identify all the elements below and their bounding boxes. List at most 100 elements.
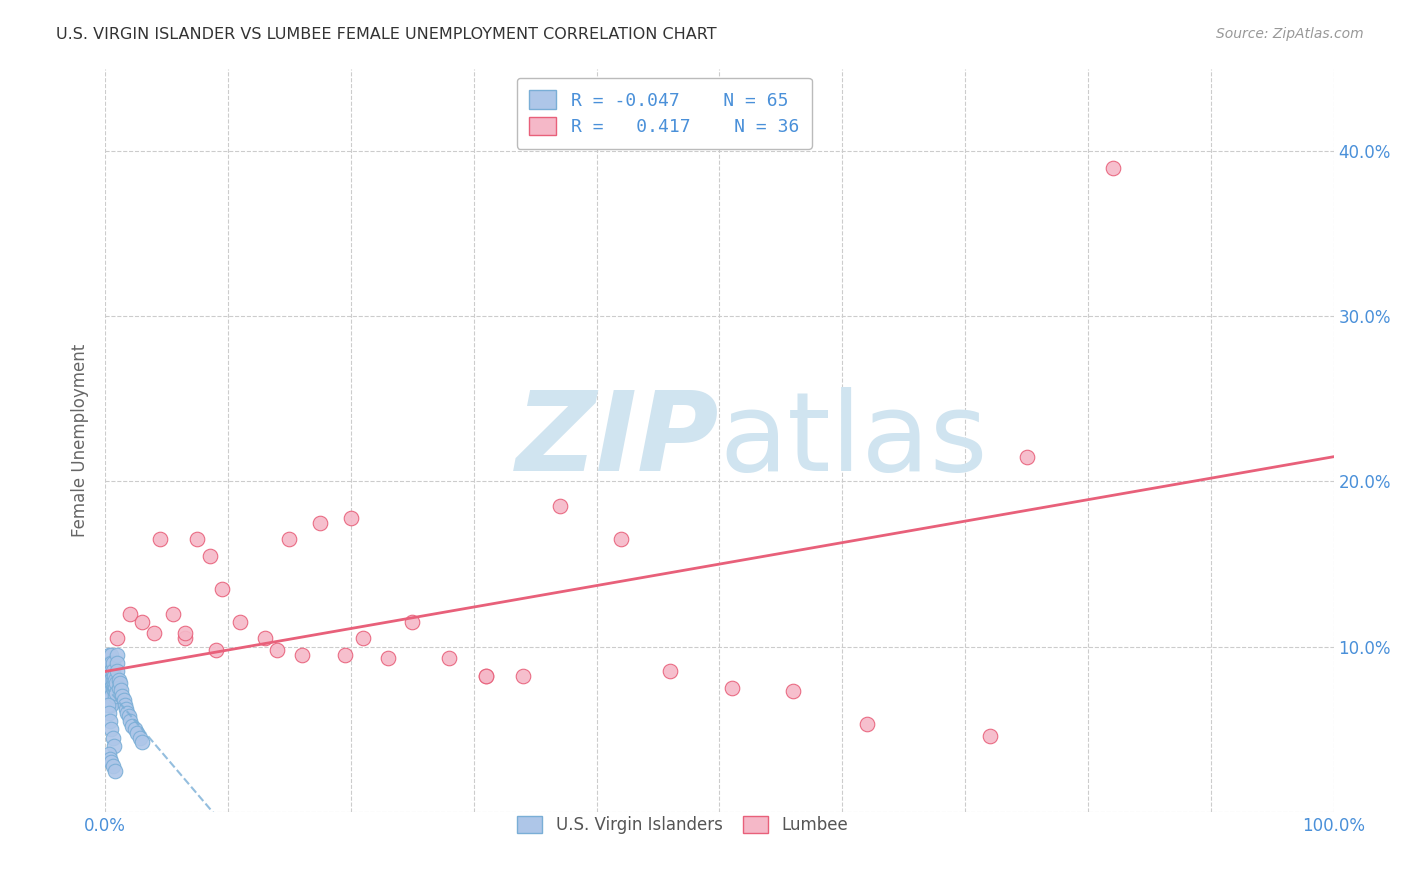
Point	[98, 665, 121, 679]
Point	[98, 657, 121, 671]
Point	[105, 676, 128, 690]
Point	[266, 643, 288, 657]
Point	[204, 643, 226, 657]
Point	[105, 686, 128, 700]
Point	[117, 709, 139, 723]
Point	[97, 692, 120, 706]
Point	[108, 676, 131, 690]
Point	[115, 702, 138, 716]
Point	[253, 632, 276, 646]
Point	[107, 657, 129, 671]
Point	[377, 651, 399, 665]
Point	[98, 690, 121, 704]
Point	[100, 665, 122, 679]
Point	[475, 669, 498, 683]
Point	[100, 690, 122, 704]
Point	[782, 684, 804, 698]
Point	[98, 714, 121, 728]
Point	[100, 673, 122, 687]
Point	[162, 607, 184, 621]
Point	[278, 533, 301, 547]
Point	[186, 533, 208, 547]
Point	[124, 723, 146, 737]
Point	[97, 690, 120, 704]
Point	[100, 756, 122, 770]
Point	[101, 665, 124, 679]
Point	[112, 692, 135, 706]
Point	[100, 723, 122, 737]
Point	[98, 681, 121, 695]
Point	[100, 648, 122, 662]
Point	[100, 681, 122, 695]
Point	[121, 719, 143, 733]
Point	[97, 698, 120, 712]
Text: Source: ZipAtlas.com: Source: ZipAtlas.com	[1216, 27, 1364, 41]
Point	[98, 673, 121, 687]
Point	[114, 698, 136, 712]
Point	[128, 731, 150, 745]
Point	[104, 673, 127, 687]
Point	[117, 706, 139, 720]
Point	[97, 648, 120, 662]
Point	[309, 516, 332, 530]
Point	[107, 632, 129, 646]
Point	[131, 615, 153, 629]
Point	[1015, 450, 1038, 464]
Point	[101, 681, 124, 695]
Point	[103, 739, 125, 753]
Point	[110, 682, 132, 697]
Point	[979, 729, 1001, 743]
Point	[118, 714, 141, 728]
Point	[198, 549, 221, 563]
Text: U.S. VIRGIN ISLANDER VS LUMBEE FEMALE UNEMPLOYMENT CORRELATION CHART: U.S. VIRGIN ISLANDER VS LUMBEE FEMALE UN…	[56, 27, 717, 42]
Point	[97, 673, 120, 687]
Point	[127, 725, 149, 739]
Point	[107, 648, 129, 662]
Y-axis label: Female Unemployment: Female Unemployment	[72, 343, 89, 537]
Point	[107, 673, 129, 687]
Point	[659, 665, 682, 679]
Point	[97, 665, 120, 679]
Point	[174, 632, 197, 646]
Point	[856, 717, 879, 731]
Point	[333, 648, 356, 662]
Point	[101, 657, 124, 671]
Point	[512, 669, 534, 683]
Point	[97, 681, 120, 695]
Legend: U.S. Virgin Islanders, Lumbee: U.S. Virgin Islanders, Lumbee	[508, 806, 858, 845]
Point	[101, 731, 124, 745]
Point	[104, 690, 127, 704]
Point	[103, 669, 125, 683]
Point	[97, 747, 120, 761]
Point	[101, 673, 124, 687]
Point	[97, 686, 120, 700]
Point	[291, 648, 314, 662]
Point	[131, 735, 153, 749]
Point	[97, 657, 120, 671]
Point	[149, 533, 172, 547]
Point	[98, 698, 121, 712]
Point	[352, 632, 374, 646]
Point	[118, 607, 141, 621]
Point	[97, 665, 120, 679]
Point	[100, 657, 122, 671]
Point	[104, 764, 127, 778]
Text: atlas: atlas	[720, 387, 988, 493]
Point	[101, 758, 124, 772]
Point	[720, 681, 742, 695]
Point	[401, 615, 423, 629]
Point	[475, 669, 498, 683]
Point	[340, 511, 363, 525]
Point	[548, 500, 571, 514]
Point	[143, 626, 166, 640]
Point	[97, 706, 120, 720]
Point	[437, 651, 460, 665]
Text: ZIP: ZIP	[516, 387, 720, 493]
Point	[111, 690, 134, 704]
Point	[97, 681, 120, 695]
Point	[610, 533, 633, 547]
Point	[103, 676, 125, 690]
Point	[104, 681, 127, 695]
Point	[103, 682, 125, 697]
Point	[229, 615, 252, 629]
